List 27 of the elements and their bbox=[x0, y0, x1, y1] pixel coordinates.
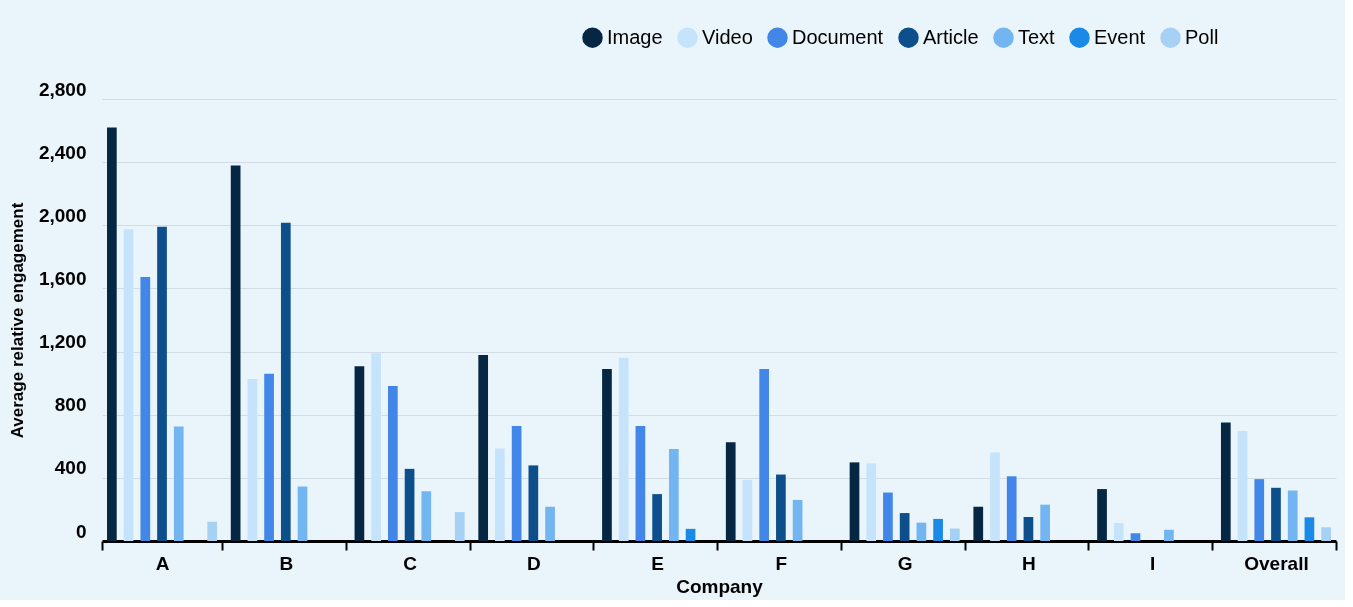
y-tick-label: 800 bbox=[54, 394, 87, 416]
x-tick-label: H bbox=[1022, 552, 1036, 574]
legend-label: Image bbox=[607, 25, 663, 48]
x-tick-label: F bbox=[775, 552, 788, 574]
x-axis-title: Company bbox=[676, 575, 764, 597]
x-tick-label: E bbox=[651, 552, 664, 574]
legend-label: Text bbox=[1018, 25, 1056, 48]
x-tick-label: G bbox=[897, 552, 913, 574]
legend-label: Event bbox=[1094, 25, 1146, 48]
x-tick-label: C bbox=[403, 552, 418, 574]
x-tick-label: D bbox=[526, 552, 541, 574]
y-tick-label: 2,000 bbox=[38, 204, 87, 226]
legend-label: Article bbox=[923, 25, 979, 48]
y-tick-label: 1,200 bbox=[38, 331, 87, 353]
y-tick-label: 0 bbox=[75, 520, 87, 542]
legend-label: Video bbox=[702, 25, 753, 48]
y-tick-label: 1,600 bbox=[38, 267, 87, 289]
x-tick-label: A bbox=[155, 552, 170, 574]
x-tick-label: B bbox=[279, 552, 294, 574]
legend-label: Poll bbox=[1185, 25, 1219, 48]
y-axis-title: Average relative engagement bbox=[7, 202, 27, 439]
x-tick-label: I bbox=[1150, 552, 1156, 574]
y-tick-label: 2,800 bbox=[38, 78, 87, 100]
x-tick-label: Overall bbox=[1244, 552, 1309, 574]
y-tick-label: 400 bbox=[54, 457, 87, 479]
legend-label: Document bbox=[792, 25, 884, 48]
y-tick-label: 2,400 bbox=[38, 141, 87, 163]
